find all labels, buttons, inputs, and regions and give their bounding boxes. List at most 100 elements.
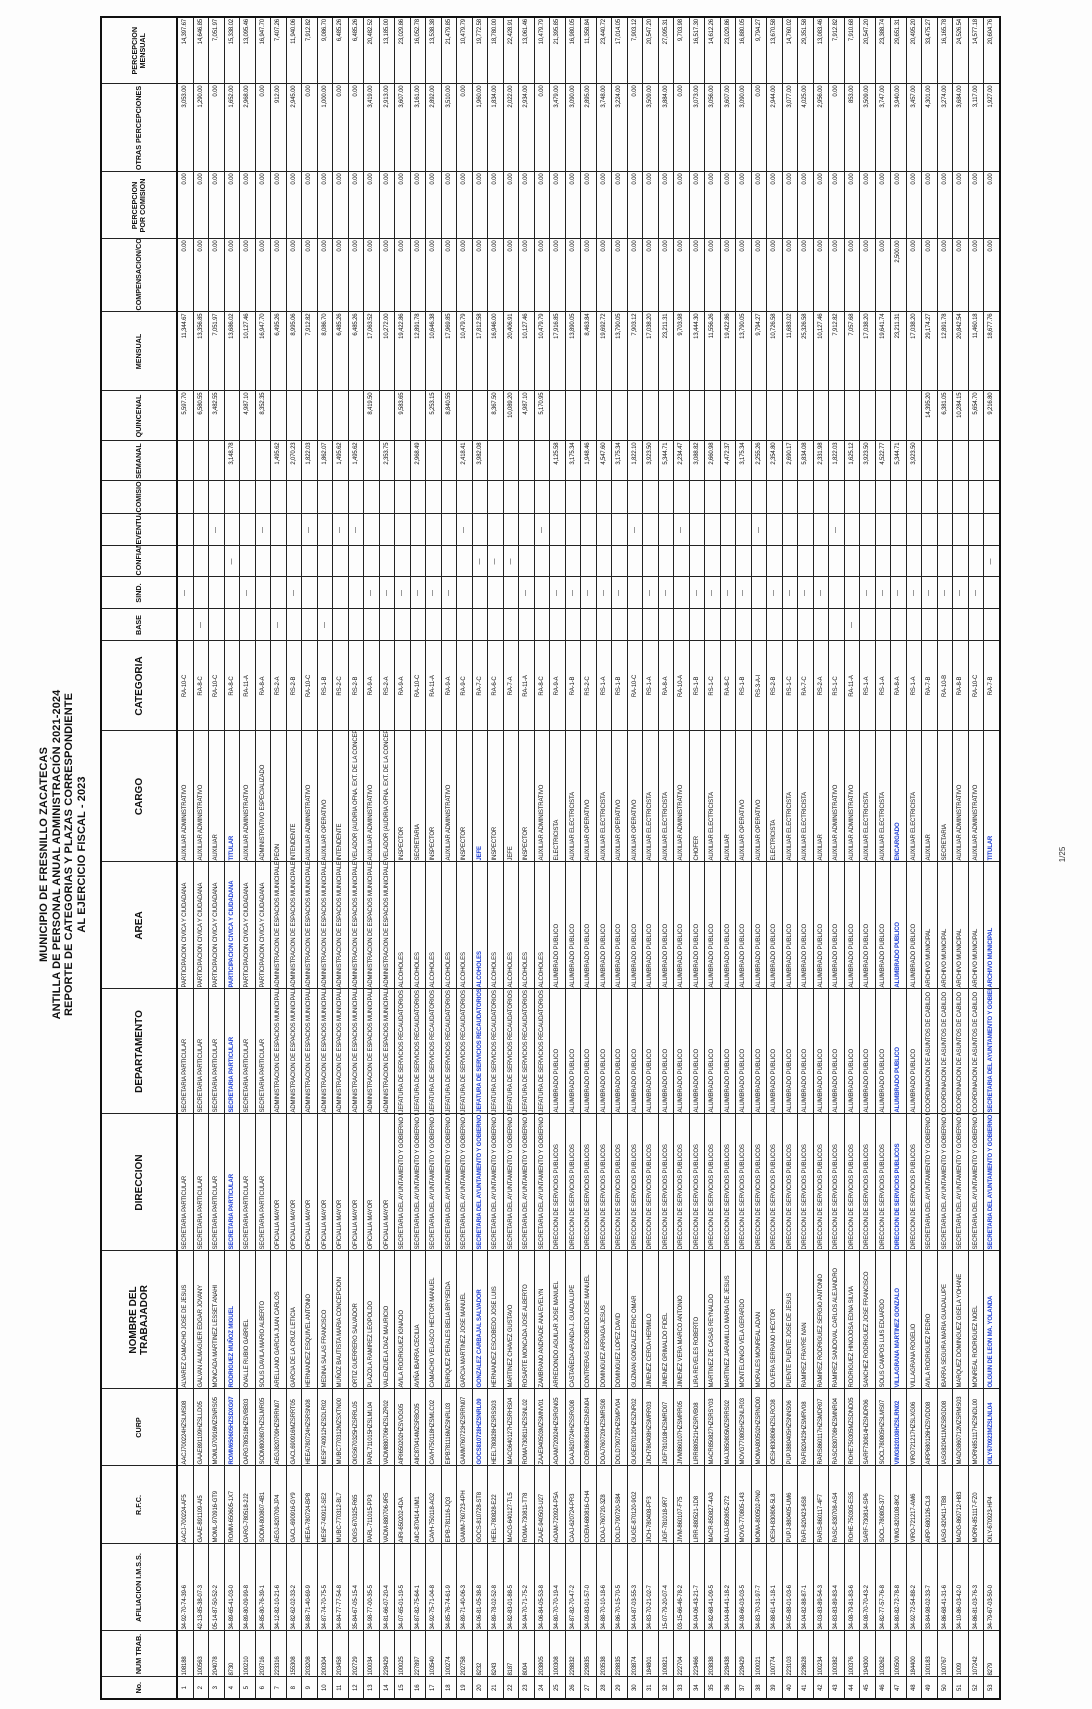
cell-direccion: OFICIALIA MAYOR xyxy=(317,1114,333,1251)
cell-quincenal xyxy=(704,391,720,441)
cell-base xyxy=(301,609,317,641)
cell-cargo: AUXILIAR ADMINISTRATIVO xyxy=(952,731,968,862)
cell-semanal xyxy=(394,441,410,481)
cell-confianza xyxy=(782,546,798,577)
cell-area: ARCHIVO MUNICIPAL xyxy=(968,862,984,989)
cell-por-comision: 0.00 xyxy=(689,172,705,239)
cell-direccion: SECRETARIA DEL AYUNTAMIENTO Y GOBIERNO M… xyxy=(410,1114,426,1251)
cell-num: 228438 xyxy=(720,1631,736,1677)
cell-confianza xyxy=(937,546,953,577)
cell-curp: ROMM650605HZSDXG07 xyxy=(224,1389,240,1466)
cell-area: ALUMBRADO PUBLICO xyxy=(596,862,612,989)
cell-nombre: GUZMAN GONZALEZ ERIC OMAR xyxy=(627,1251,643,1389)
cell-compensacion: 0.00 xyxy=(549,239,565,312)
cell-confianza xyxy=(627,546,643,577)
cell-sind: — xyxy=(596,577,612,609)
cell-confianza xyxy=(565,546,581,577)
cell-base xyxy=(890,609,906,641)
cell-direccion: DIRECCION DE SERVICIOS PUBLICOS xyxy=(751,1114,767,1251)
cell-otras: 0.00 xyxy=(332,84,348,172)
cell-cargo: AUXILIAR ELECTRICISTA xyxy=(875,731,891,862)
cell-semanal: 3,923.50 xyxy=(642,441,658,481)
cell-nombre: MEDINA SALAS FRANCISCO xyxy=(317,1251,333,1389)
cell-por-comision: 0.00 xyxy=(565,172,581,239)
cell-percepcion: 9,703.98 xyxy=(673,17,689,84)
cell-comisionado xyxy=(983,481,1000,514)
cell-otras: 2,892.00 xyxy=(425,84,441,172)
cell-nombre: MARTINEZ DE CASAS REYNALDO xyxy=(704,1251,720,1389)
cell-rfc: SOCL-780805-377 xyxy=(875,1466,891,1544)
cell-por-comision: 0.00 xyxy=(363,172,379,239)
cell-comisionado xyxy=(348,481,364,514)
cell-rfc: RARS-860117-4F7 xyxy=(813,1466,829,1544)
cell-cargo: AUXILIAR ADMINISTRATIVO xyxy=(673,731,689,862)
cell-compensacion: 0.00 xyxy=(813,239,829,312)
cell-sind xyxy=(208,577,224,609)
table-row: 8 155308 34-82-62-02-33-2 GACL-690916-GY9 GA… xyxy=(286,17,302,1699)
cell-no: 4 xyxy=(224,1677,240,1699)
cell-otras: 3,607.00 xyxy=(394,84,410,172)
cell-semanal: 2,354.80 xyxy=(766,441,782,481)
cell-rfc: MAJJ-850805-272 xyxy=(720,1466,736,1544)
cell-por-comision: 0.00 xyxy=(456,172,472,239)
cell-curp: GAMM760723HZSRRN07 xyxy=(456,1389,472,1466)
cell-semanal: 2,353.75 xyxy=(379,441,395,481)
cell-curp: ZAAE940503MZSMNV01 xyxy=(534,1389,550,1466)
cell-cargo: AUXILIAR ADMINISTRATIVO xyxy=(177,731,193,862)
cell-percepcion: 14,577.18 xyxy=(968,17,984,84)
cell-mensual: 17,038.20 xyxy=(642,312,658,391)
cell-comisionado xyxy=(673,481,689,514)
cell-confianza xyxy=(859,546,875,577)
cell-sind: — xyxy=(642,577,658,609)
cell-otras: 1,000.00 xyxy=(317,84,333,172)
cell-por-comision: 0.00 xyxy=(828,172,844,239)
cell-por-comision: 0.00 xyxy=(332,172,348,239)
cell-cargo: AUXILIAR OPERATIVO xyxy=(627,731,643,862)
cell-mensual: 19,422.86 xyxy=(720,312,736,391)
cell-sind xyxy=(456,577,472,609)
cell-rfc: IASG-820411-TB8 xyxy=(937,1466,953,1544)
cell-semanal xyxy=(937,441,953,481)
cell-comisionado xyxy=(255,481,271,514)
cell-nombre: MARTINEZ CHAVEZ GUSTAVO xyxy=(503,1251,519,1389)
cell-cargo: AUXILIAR ELECTRICISTA xyxy=(859,731,875,862)
cell-num: 228429 xyxy=(735,1631,751,1677)
column-header-nombre: NOMBRE DEL TRABAJADOR xyxy=(101,1251,177,1389)
cell-eventual: — xyxy=(332,514,348,546)
cell-direccion: DIRECCION DE SERVICIOS PUBLICOS xyxy=(828,1114,844,1251)
cell-cargo: AUXILIAR ELECTRICISTA xyxy=(642,731,658,862)
cell-rfc: OARG-780518-2J2 xyxy=(239,1466,255,1544)
cell-mensual: 9,794.27 xyxy=(751,312,767,391)
cell-direccion: DIRECCION DE SERVICIOS PUBLICOS xyxy=(565,1114,581,1251)
cell-eventual xyxy=(720,514,736,546)
cell-nombre: OLGUIN DE LEON MA. YOLANDA xyxy=(983,1251,1000,1389)
cell-area: ALUMBRADO PUBLICO xyxy=(627,862,643,989)
cell-direccion: DIRECCION DE SERVICIOS PUBLICOS xyxy=(611,1114,627,1251)
cell-cargo: AUXILIAR ADMINISTRATIVO xyxy=(534,731,550,862)
cell-nombre: MONTELONGO VELA GERARDO xyxy=(735,1251,751,1389)
cell-rfc: RAFI-820423-6S8 xyxy=(797,1466,813,1544)
cell-confianza xyxy=(270,546,286,577)
cell-percepcion: 16,947.70 xyxy=(255,17,271,84)
cell-direccion: DIRECCION DE SERVICIOS PUBLICOS xyxy=(844,1114,860,1251)
cell-otras: 0.00 xyxy=(673,84,689,172)
cell-comisionado xyxy=(906,481,922,514)
cell-semanal: 1,495.62 xyxy=(332,441,348,481)
cell-compensacion: 0.00 xyxy=(565,239,581,312)
cell-comisionado xyxy=(642,481,658,514)
cell-base xyxy=(689,609,705,641)
cell-quincenal xyxy=(270,391,286,441)
cell-semanal xyxy=(363,441,379,481)
cell-por-comision: 0.00 xyxy=(518,172,534,239)
cell-cargo: AUXILIAR ADMINISTRATIVO xyxy=(193,731,209,862)
title-line-administration: ANTILLA DE PERSONAL ANUAL ADMINISTRACIÓN… xyxy=(50,689,63,1020)
cell-no: 21 xyxy=(487,1677,503,1699)
cell-area: ARCHIVO MUNICIPAL xyxy=(921,862,937,989)
cell-confianza xyxy=(394,546,410,577)
table-row: 10 200304 34-87-74-70-75-5 MESF-740912-SE2 M… xyxy=(317,17,333,1699)
cell-percepcion: 20,547.20 xyxy=(859,17,875,84)
cell-otras: 3,274.00 xyxy=(937,84,953,172)
cell-mensual: 20,842.54 xyxy=(952,312,968,391)
cell-percepcion: 23,029.86 xyxy=(394,17,410,84)
cell-categoria: RA-10-C xyxy=(208,641,224,731)
